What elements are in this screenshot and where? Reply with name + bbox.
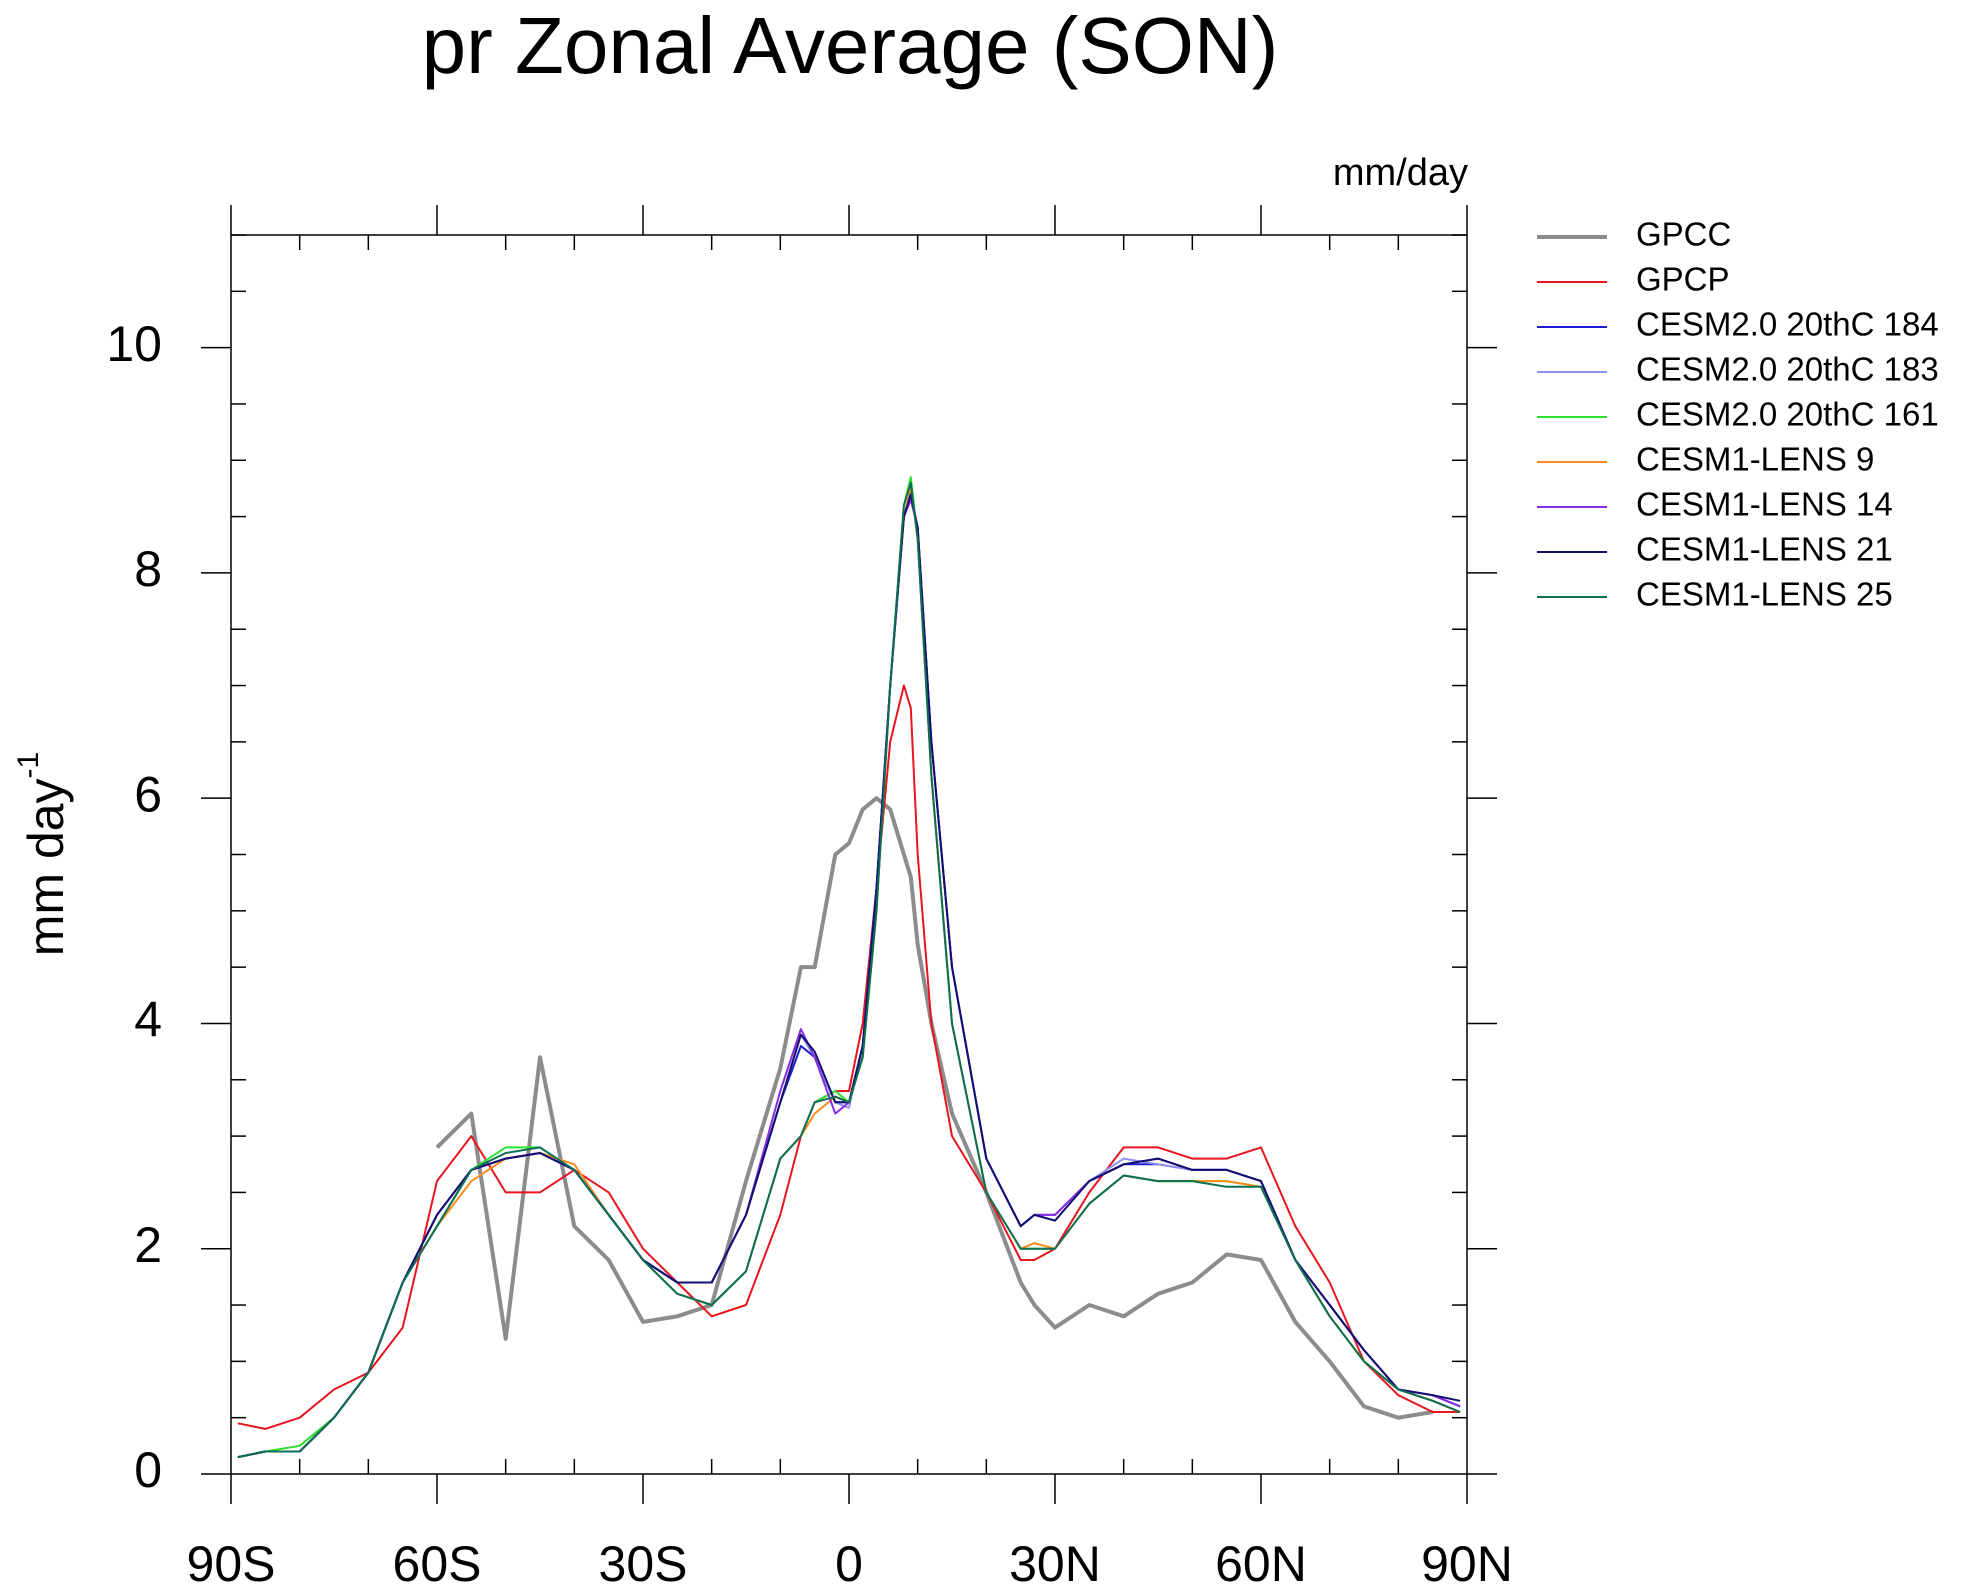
series-line <box>237 476 1461 1459</box>
x-tick-label: 30S <box>599 1536 688 1592</box>
x-tick-label: 30N <box>1009 1536 1101 1592</box>
legend-label: CESM1-LENS 21 <box>1636 531 1893 568</box>
series-line <box>435 796 1434 1420</box>
series-line <box>237 684 1461 1430</box>
x-tick-label: 60N <box>1215 1536 1307 1592</box>
series-line <box>237 493 1461 1459</box>
y-tick-label: 0 <box>134 1442 162 1498</box>
y-tick-label: 2 <box>134 1217 162 1273</box>
legend-label: CESM1-LENS 14 <box>1636 486 1893 523</box>
y-label-text: mm day <box>18 778 74 956</box>
legend-label: GPCC <box>1636 216 1731 253</box>
y-tick-label: 8 <box>134 541 162 597</box>
series-line <box>237 498 1461 1459</box>
x-tick-label: 0 <box>835 1536 863 1592</box>
y-axis-label: mm day-1 <box>12 752 74 957</box>
y-label-exponent: -1 <box>12 752 45 779</box>
legend-label: CESM2.0 20thC 161 <box>1636 396 1939 433</box>
legend-label: CESM2.0 20thC 183 <box>1636 351 1939 388</box>
series-line <box>237 493 1461 1459</box>
y-tick-label: 6 <box>134 766 162 822</box>
legend-label: GPCP <box>1636 261 1730 298</box>
x-tick-label: 90S <box>187 1536 276 1592</box>
series-line <box>237 481 1461 1459</box>
legend-label: CESM1-LENS 9 <box>1636 441 1874 478</box>
series-line <box>237 487 1461 1459</box>
units-label: mm/day <box>1333 152 1468 194</box>
series-line <box>237 493 1461 1459</box>
x-tick-label: 90N <box>1421 1536 1513 1592</box>
x-tick-label: 60S <box>393 1536 482 1592</box>
plot-frame <box>230 234 1468 1475</box>
legend-label: CESM1-LENS 25 <box>1636 576 1893 613</box>
y-tick-label: 10 <box>106 316 162 372</box>
legend-label: CESM2.0 20thC 184 <box>1636 306 1939 343</box>
y-tick-label: 4 <box>134 992 162 1048</box>
chart-title: pr Zonal Average (SON) <box>422 1 1279 90</box>
